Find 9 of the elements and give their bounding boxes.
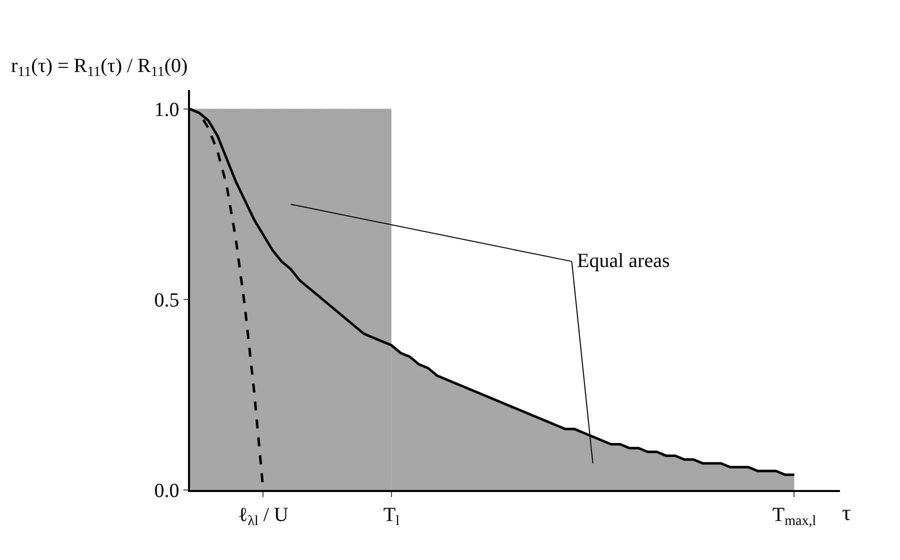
y-tick-label: 0.0 <box>154 480 180 502</box>
y-tick-label: 1.0 <box>154 99 180 122</box>
x-tick-label: T$_{l}$ <box>383 504 400 529</box>
y-tick-label: 0.5 <box>154 290 180 312</box>
x-tick-label: ℓ$_{λl}$ / U <box>238 504 289 529</box>
x-tick-label: T$_{max,l}$ <box>772 504 816 529</box>
annotation: Equal areas <box>577 250 670 272</box>
x-axis-title: τ <box>842 500 851 525</box>
y-axis-title: r$_{11}$(τ) = R$_{11}$(τ) / R$_{11}$(0) <box>11 55 188 80</box>
